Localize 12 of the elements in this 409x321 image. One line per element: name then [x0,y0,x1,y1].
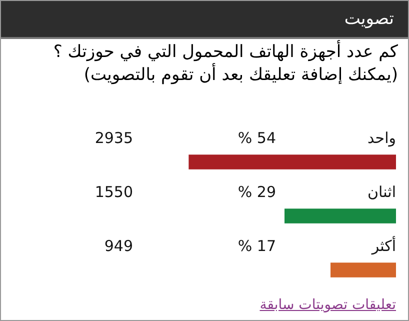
y-tick-label: أكثر [370,236,396,255]
data-label: % 29 [238,182,276,201]
chart-title: تصويت [1,1,408,39]
y-tick-label: اثنان [368,182,396,201]
text: 2935 [94,128,133,147]
text: تعليقات تصويتات سابقة [260,297,396,313]
data-label: % 17 [238,236,276,255]
text: 1550 [94,182,133,201]
y-tick-label: واحد [367,128,396,147]
chart-subtitle: كم عدد أجهزة الهاتف المحمول التي في حوزتك ؟ (يمكنك إضافة تعليقك بعد أن تقوم بالتصويت) [52,39,399,87]
data-label: % 54 [238,128,276,147]
text: 949 [104,236,133,255]
